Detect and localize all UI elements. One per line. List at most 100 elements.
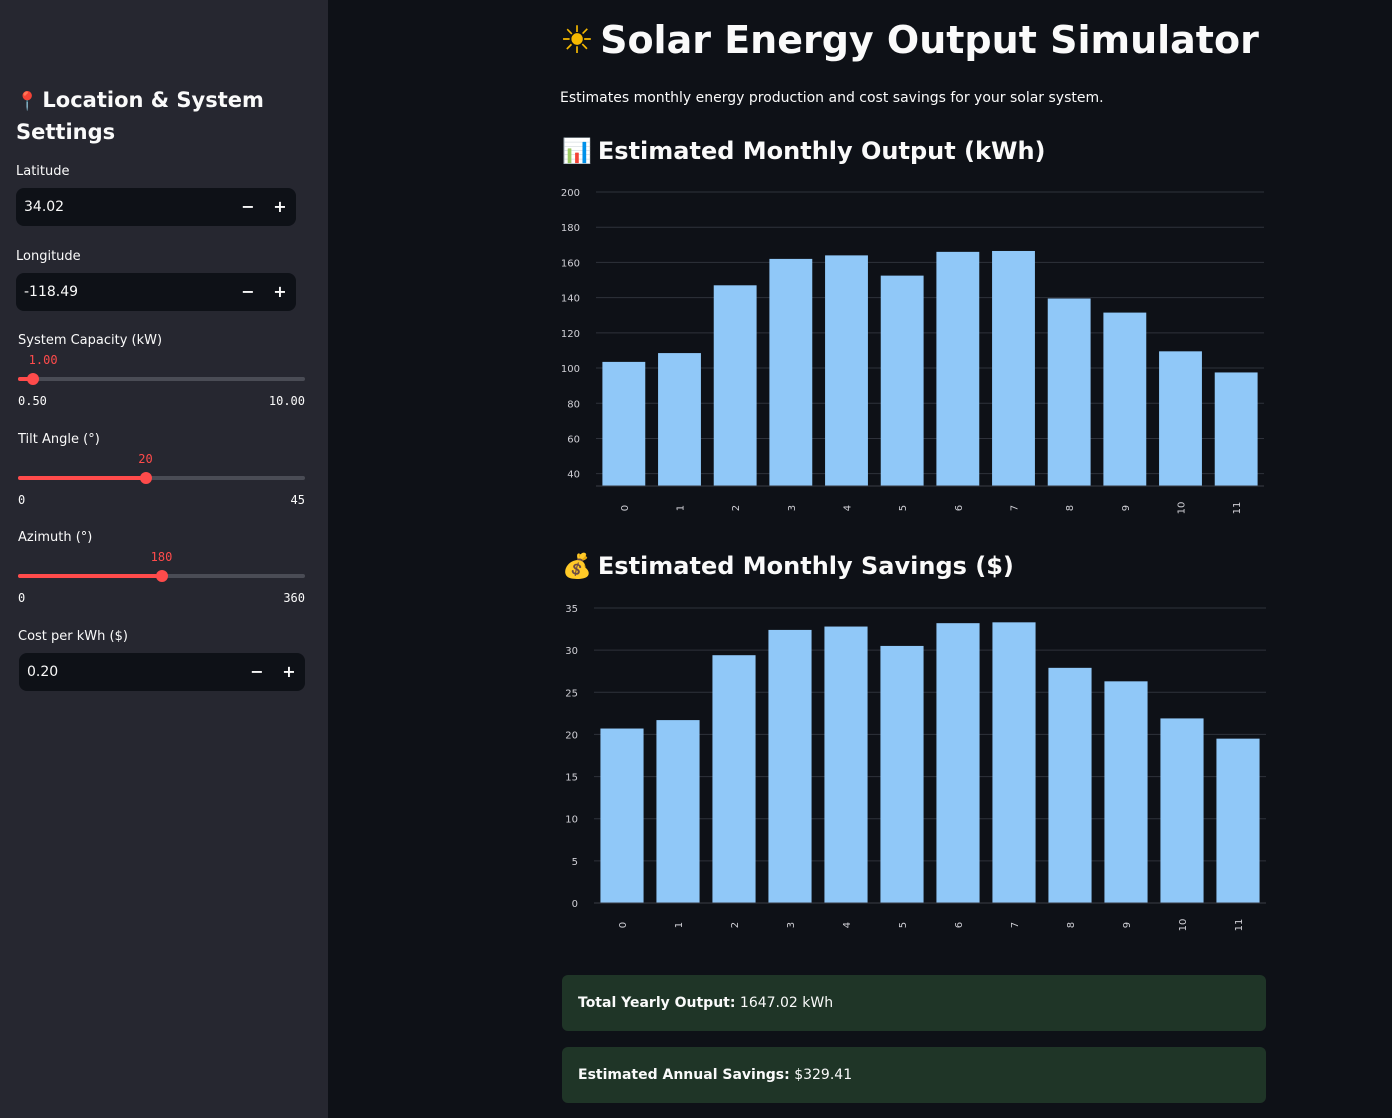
savings-chart: 0 5 10 15 20 25 30 35 0 1 2 3 4 5 6 7 8 9 10 11: [565, 604, 1266, 932]
savings-chart-ytick-label: 5: [572, 857, 578, 868]
savings-chart-xtick-label: 4: [842, 922, 853, 928]
cost-increment-button[interactable]: +: [282, 662, 296, 681]
output-chart-bar: [880, 275, 924, 486]
savings-chart-bar: [1160, 718, 1204, 903]
longitude-value[interactable]: -118.49: [24, 284, 79, 300]
output-chart-ytick-label: 160: [561, 258, 580, 269]
output-chart-xtick-label: 7: [1010, 505, 1021, 511]
savings-chart-xtick-label: 3: [786, 922, 797, 928]
tilt-slider[interactable]: 20 0 45: [18, 452, 305, 518]
tilt-slider-min: 0: [18, 493, 26, 507]
azimuth-slider[interactable]: 180 0 360: [18, 550, 305, 616]
total-output-label: Total Yearly Output:: [578, 995, 736, 1011]
output-chart-xtick-label: 11: [1232, 502, 1243, 515]
savings-chart-xtick-label: 1: [674, 922, 685, 928]
output-chart-bar: [769, 258, 813, 486]
page-title-text: Solar Energy Output Simulator: [600, 18, 1259, 62]
tilt-slider-thumb[interactable]: [139, 472, 152, 484]
azimuth-slider-thumb[interactable]: [155, 570, 168, 582]
tilt-slider-max: 45: [290, 493, 305, 507]
savings-chart-xtick-label: 10: [1178, 919, 1189, 932]
cost-decrement-button[interactable]: −: [250, 662, 264, 681]
longitude-increment-button[interactable]: +: [273, 282, 287, 301]
output-chart-xtick-label: 8: [1065, 505, 1076, 511]
output-chart-bar: [825, 255, 868, 486]
output-chart-ytick-label: 120: [561, 329, 580, 340]
output-chart-ytick-label: 60: [567, 434, 580, 445]
output-chart-ytick-label: 140: [561, 294, 580, 305]
longitude-label: Longitude: [16, 249, 81, 264]
output-chart-xtick-label: 1: [676, 505, 687, 511]
capacity-slider-value: 1.00: [28, 353, 58, 367]
output-chart-xtick-label: 3: [787, 505, 798, 511]
savings-chart-bar: [768, 629, 812, 903]
cost-label: Cost per kWh ($): [18, 629, 128, 644]
latitude-increment-button[interactable]: +: [273, 197, 287, 216]
savings-chart-bar: [824, 626, 868, 903]
output-chart-bar: [713, 285, 757, 486]
longitude-input[interactable]: -118.49 − +: [16, 273, 296, 311]
output-heading: 📊 Estimated Monthly Output (kWh): [562, 137, 1046, 165]
annual-savings-box: Estimated Annual Savings: $329.41: [562, 1047, 1266, 1103]
output-chart-bar: [1103, 312, 1147, 486]
page-title: ☀ Solar Energy Output Simulator: [560, 18, 1259, 62]
savings-chart-bar: [936, 623, 980, 903]
output-chart-xtick-label: 6: [954, 505, 965, 511]
savings-chart-bar: [712, 655, 756, 903]
output-chart-ytick-label: 180: [561, 223, 580, 234]
savings-chart-ytick-label: 25: [565, 688, 578, 699]
sidebar-title: 📍 Location & System Settings: [16, 85, 306, 147]
savings-chart-xtick-label: 0: [618, 922, 629, 928]
capacity-slider-thumb[interactable]: [27, 373, 40, 385]
savings-heading: 💰 Estimated Monthly Savings ($): [562, 552, 1014, 580]
capacity-slider[interactable]: 1.00 0.50 10.00: [18, 353, 305, 419]
savings-chart-xtick-label: 9: [1122, 922, 1133, 928]
tilt-slider-track[interactable]: [18, 476, 305, 480]
savings-chart-bar: [656, 720, 700, 903]
output-heading-text: Estimated Monthly Output (kWh): [597, 137, 1046, 165]
output-chart-xtick-label: 10: [1177, 502, 1188, 515]
capacity-slider-min: 0.50: [18, 394, 47, 408]
latitude-decrement-button[interactable]: −: [241, 197, 255, 216]
savings-heading-text: Estimated Monthly Savings ($): [597, 552, 1014, 580]
cost-input[interactable]: 0.20 − +: [19, 653, 305, 691]
azimuth-slider-max: 360: [283, 591, 305, 605]
savings-chart-bar: [1048, 667, 1092, 903]
total-output-box: Total Yearly Output: 1647.02 kWh: [562, 975, 1266, 1031]
output-chart-ytick-label: 100: [561, 364, 580, 375]
azimuth-slider-fill: [18, 574, 162, 578]
output-chart-bar: [602, 361, 646, 486]
tilt-label: Tilt Angle (°): [18, 432, 100, 447]
capacity-slider-track[interactable]: [18, 377, 305, 381]
pin-icon: 📍: [16, 91, 39, 112]
output-chart-bar: [1214, 372, 1258, 486]
output-chart-bar: [1047, 298, 1091, 486]
azimuth-label: Azimuth (°): [18, 530, 93, 545]
savings-chart-ytick-label: 10: [565, 815, 578, 826]
azimuth-slider-value: 180: [150, 550, 173, 564]
output-chart-bar: [658, 353, 701, 486]
latitude-input[interactable]: 34.02 − +: [16, 188, 296, 226]
azimuth-slider-min: 0: [18, 591, 26, 605]
output-chart-ytick-label: 200: [561, 188, 580, 199]
sidebar: 📍 Location & System Settings Latitude 34.…: [0, 0, 328, 1118]
latitude-label: Latitude: [16, 164, 70, 179]
savings-chart-ytick-label: 30: [565, 646, 578, 657]
cost-value[interactable]: 0.20: [27, 664, 59, 680]
output-chart-bar: [1159, 351, 1202, 486]
savings-chart-xtick-label: 8: [1066, 922, 1077, 928]
longitude-decrement-button[interactable]: −: [241, 282, 255, 301]
latitude-value[interactable]: 34.02: [24, 199, 65, 215]
savings-chart-ytick-label: 0: [572, 899, 578, 910]
page-subtitle: Estimates monthly energy production and …: [560, 90, 1104, 106]
savings-chart-bar: [992, 622, 1036, 903]
savings-chart-ytick-label: 35: [565, 604, 578, 615]
savings-chart-xtick-label: 7: [1010, 922, 1021, 928]
output-chart-bar: [936, 251, 980, 486]
savings-chart-ytick-label: 15: [565, 773, 578, 784]
savings-chart-bar: [880, 645, 924, 903]
sun-icon: ☀: [560, 18, 595, 62]
output-chart-xtick-label: 9: [1121, 505, 1132, 511]
capacity-slider-fill: [18, 377, 34, 381]
total-output-value: 1647.02 kWh: [739, 995, 834, 1011]
